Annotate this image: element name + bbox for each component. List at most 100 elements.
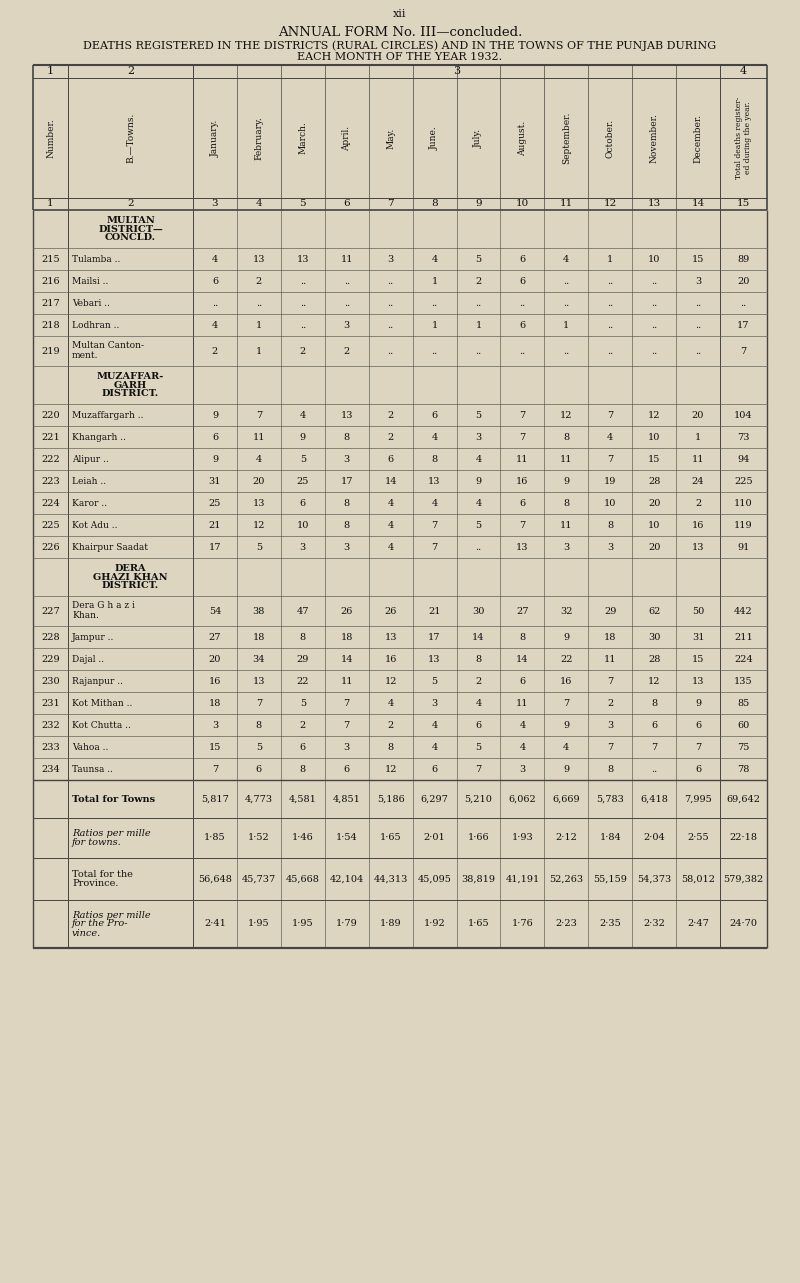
Text: 2: 2 (475, 277, 482, 286)
Text: 5: 5 (256, 543, 262, 552)
Text: ..: .. (300, 299, 306, 308)
Text: 7: 7 (475, 765, 482, 774)
Text: Lodhran ..: Lodhran .. (72, 321, 119, 330)
Text: 8: 8 (344, 521, 350, 530)
Text: ..: .. (387, 346, 394, 355)
Text: 4: 4 (475, 454, 482, 463)
Text: 14: 14 (691, 199, 705, 209)
Text: 7: 7 (519, 521, 526, 530)
Text: 30: 30 (472, 607, 485, 616)
Text: 20: 20 (692, 411, 704, 420)
Text: 45,737: 45,737 (242, 875, 276, 884)
Text: 11: 11 (560, 521, 573, 530)
Text: 7: 7 (651, 743, 658, 752)
Text: 1·79: 1·79 (336, 920, 358, 929)
Text: 2·01: 2·01 (424, 834, 446, 843)
Text: 34: 34 (253, 654, 265, 663)
Text: 17: 17 (209, 543, 222, 552)
Text: 2: 2 (127, 67, 134, 77)
Text: 7: 7 (212, 765, 218, 774)
Text: 13: 13 (428, 476, 441, 485)
Text: 227: 227 (41, 607, 60, 616)
Text: 225: 225 (734, 476, 753, 485)
Text: 2·55: 2·55 (687, 834, 709, 843)
Text: 5: 5 (300, 454, 306, 463)
Text: 232: 232 (41, 721, 60, 730)
Text: 17: 17 (428, 633, 441, 642)
Text: DISTRICT.: DISTRICT. (102, 581, 159, 590)
Text: 2: 2 (212, 346, 218, 355)
Text: 50: 50 (692, 607, 704, 616)
Text: 1·95: 1·95 (292, 920, 314, 929)
Text: 10: 10 (297, 521, 309, 530)
Text: Vebari ..: Vebari .. (72, 299, 110, 308)
Text: 16: 16 (516, 476, 529, 485)
Text: 6: 6 (300, 499, 306, 508)
Text: 8: 8 (519, 633, 526, 642)
Text: 7: 7 (607, 411, 614, 420)
Text: 2: 2 (127, 199, 134, 209)
Text: 13: 13 (253, 499, 265, 508)
Text: 6: 6 (651, 721, 657, 730)
Text: 1: 1 (256, 321, 262, 330)
Text: 10: 10 (648, 432, 660, 441)
Text: 8: 8 (344, 499, 350, 508)
Text: 41,191: 41,191 (506, 875, 539, 884)
Text: Muzaffargarh ..: Muzaffargarh .. (72, 411, 143, 420)
Text: 18: 18 (253, 633, 265, 642)
Text: Number.: Number. (46, 118, 55, 158)
Text: 13: 13 (253, 254, 265, 263)
Text: 14: 14 (341, 654, 353, 663)
Text: ..: .. (563, 299, 570, 308)
Text: 6,062: 6,062 (509, 794, 536, 803)
Text: 1: 1 (431, 321, 438, 330)
Text: December.: December. (694, 113, 702, 163)
Text: Ratios per mille: Ratios per mille (72, 829, 150, 838)
Text: 5: 5 (431, 676, 438, 685)
Text: 24: 24 (692, 476, 704, 485)
Text: 20: 20 (253, 476, 265, 485)
Text: DEATHS REGISTERED IN THE DISTRICTS (RURAL CIRCLES) AND IN THE TOWNS OF THE PUNJA: DEATHS REGISTERED IN THE DISTRICTS (RURA… (83, 41, 717, 51)
Text: 226: 226 (41, 543, 60, 552)
Text: 15: 15 (209, 743, 221, 752)
Text: ..: .. (695, 299, 701, 308)
Text: 8: 8 (300, 633, 306, 642)
Text: 1: 1 (256, 346, 262, 355)
Text: 5: 5 (475, 254, 482, 263)
Text: 12: 12 (384, 765, 397, 774)
Text: 211: 211 (734, 633, 753, 642)
Text: 15: 15 (692, 254, 704, 263)
Text: Vahoa ..: Vahoa .. (72, 743, 108, 752)
Text: 9: 9 (563, 721, 570, 730)
Text: 8: 8 (563, 432, 570, 441)
Text: 29: 29 (297, 654, 309, 663)
Text: 2·23: 2·23 (555, 920, 578, 929)
Text: 85: 85 (738, 698, 750, 707)
Text: 5: 5 (475, 521, 482, 530)
Text: ANNUAL FORM No. III—concluded.: ANNUAL FORM No. III—concluded. (278, 26, 522, 38)
Text: ..: .. (740, 299, 746, 308)
Text: 4: 4 (563, 743, 570, 752)
Text: 42,104: 42,104 (330, 875, 364, 884)
Text: August.: August. (518, 121, 527, 155)
Text: Taunsa ..: Taunsa .. (72, 765, 113, 774)
Text: 14: 14 (384, 476, 397, 485)
Text: 54,373: 54,373 (637, 875, 671, 884)
Text: GHAZI KHAN: GHAZI KHAN (94, 572, 168, 581)
Text: MUZAFFAR-: MUZAFFAR- (97, 372, 164, 381)
Text: 7: 7 (740, 346, 746, 355)
Text: 8: 8 (300, 765, 306, 774)
Text: 9: 9 (475, 476, 482, 485)
Text: 5: 5 (300, 698, 306, 707)
Text: 4: 4 (387, 698, 394, 707)
Text: 13: 13 (341, 411, 353, 420)
Text: 7,995: 7,995 (684, 794, 712, 803)
Text: ..: .. (387, 277, 394, 286)
Text: 8: 8 (475, 654, 482, 663)
Text: 1·92: 1·92 (424, 920, 446, 929)
Text: 28: 28 (648, 654, 660, 663)
Text: 3: 3 (343, 543, 350, 552)
Text: 11: 11 (253, 432, 265, 441)
Text: 7: 7 (519, 432, 526, 441)
Text: 1: 1 (695, 432, 701, 441)
